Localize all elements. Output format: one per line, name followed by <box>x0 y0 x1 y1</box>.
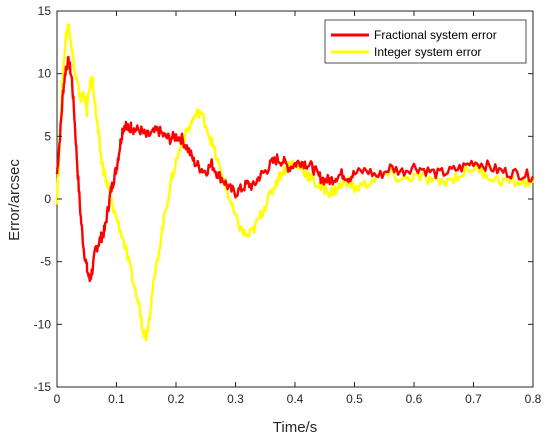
x-tick-label: 0.2 <box>168 392 185 406</box>
y-tick-label: 5 <box>44 129 51 143</box>
x-axis-label: Time/s <box>273 419 317 436</box>
x-tick-label: 0.4 <box>287 392 304 406</box>
series-layer <box>55 23 535 342</box>
y-tick-label: -5 <box>40 255 51 269</box>
plot-area <box>56 10 534 388</box>
legend-label-fractional: Fractional system error <box>374 28 497 42</box>
x-tick-label: 0.3 <box>227 392 244 406</box>
legend-box <box>324 19 527 64</box>
y-axis-label: Error/arcsec <box>6 159 23 241</box>
x-tick-label: 0 <box>54 392 61 406</box>
y-tick-label: 10 <box>38 67 52 81</box>
series-line-fractional <box>55 55 535 283</box>
ticks-layer: 0 0.1 0.2 0.3 0.4 0.5 0.6 0.7 0.8 -15 -10 -5 0 5 10 15 <box>34 4 542 406</box>
x-tick-label: 0.5 <box>346 392 363 406</box>
y-tick-label: -15 <box>34 380 52 394</box>
y-tick-label: 0 <box>44 192 51 206</box>
y-tick-label: -10 <box>34 317 52 331</box>
x-tick-label: 0.6 <box>406 392 423 406</box>
legend: Fractional system error Integer system e… <box>324 19 527 64</box>
x-tick-label: 0.7 <box>465 392 482 406</box>
legend-label-integer: Integer system error <box>374 45 481 59</box>
y-tick-label: 15 <box>38 4 52 18</box>
x-tick-label: 0.8 <box>525 392 542 406</box>
x-tick-label: 0.1 <box>108 392 125 406</box>
